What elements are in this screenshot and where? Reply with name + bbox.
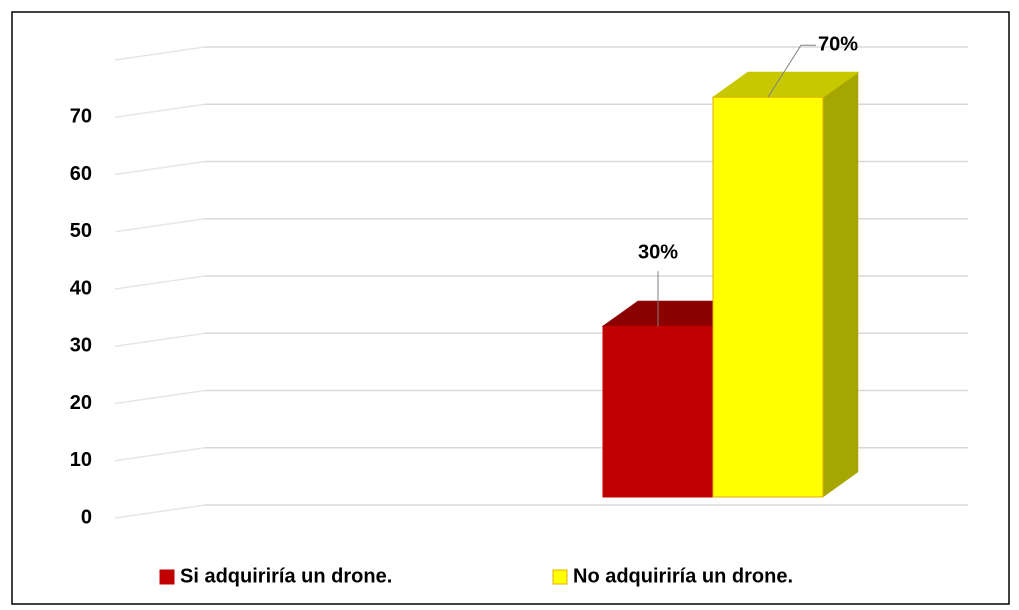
grid-line	[114, 504, 206, 519]
y-tick-label: 10	[70, 449, 92, 471]
legend-label: Si adquiriría un drone.	[180, 565, 392, 587]
grid-line	[114, 275, 206, 290]
y-tick-label: 70	[70, 106, 92, 128]
legend-swatch	[552, 569, 568, 585]
value-label: 70%	[818, 34, 858, 56]
legend-swatch	[159, 569, 175, 585]
y-tick-label: 0	[81, 506, 92, 528]
y-tick-label: 40	[70, 277, 92, 299]
bar	[712, 96, 824, 498]
grid-line	[114, 218, 206, 233]
leader-line	[767, 44, 816, 98]
bar	[602, 325, 714, 498]
legend-label: No adquiriría un drone.	[573, 565, 793, 587]
grid-line	[114, 103, 206, 118]
grid-line	[114, 332, 206, 347]
y-tick-label: 30	[70, 335, 92, 357]
y-tick-label: 50	[70, 220, 92, 242]
y-tick-label: 20	[70, 392, 92, 414]
chart-frame	[11, 11, 1010, 605]
grid-line	[114, 447, 206, 462]
grid-line	[114, 160, 206, 176]
bar-side	[822, 71, 859, 498]
y-tick-label: 60	[70, 163, 92, 185]
value-label: 30%	[638, 242, 678, 264]
grid-line	[114, 389, 206, 405]
grid-line	[114, 46, 206, 61]
